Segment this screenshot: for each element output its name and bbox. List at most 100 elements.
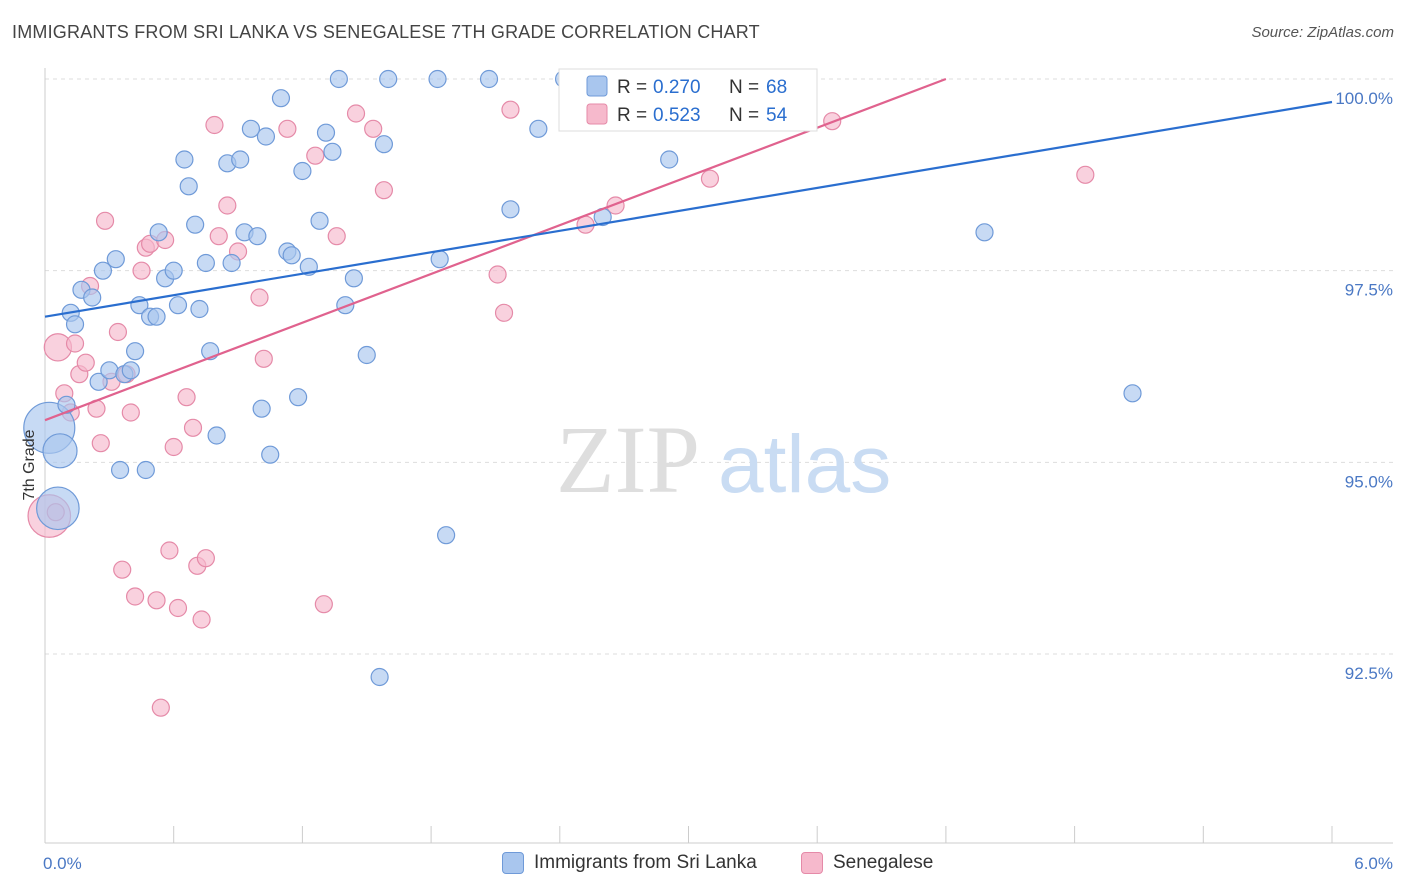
sri-lanka-point-64 <box>660 150 679 169</box>
sri-lanka-point-22 <box>164 261 183 280</box>
senegalese-point-24 <box>160 541 179 560</box>
sri-lanka-point-32 <box>222 253 241 273</box>
sri-lanka-point-19 <box>147 307 166 326</box>
sri-lanka-point-55 <box>370 667 389 687</box>
senegalese-point-18 <box>132 261 151 280</box>
sri-lanka-trendline <box>44 100 1333 318</box>
senegalese-point-26 <box>168 598 188 618</box>
sri-lanka-point-23 <box>168 296 188 315</box>
sri-lanka-point-28 <box>196 253 215 273</box>
senegalese-point-31 <box>196 549 215 568</box>
senegalese-point-45 <box>488 265 507 284</box>
bottom-legend-senegalese: Senegalese <box>801 852 933 874</box>
sri-lanka-point-17 <box>136 460 155 480</box>
senegalese-point-47 <box>501 100 520 119</box>
sri-lanka-point-42 <box>282 246 301 265</box>
sri-lanka-point-9 <box>93 261 113 280</box>
x-tick-label-0: 0.0% <box>43 854 82 873</box>
senegalese-point-17 <box>125 587 145 606</box>
sri-lanka-point-5 <box>65 315 85 334</box>
sri-lanka-point-57 <box>430 250 449 269</box>
senegalese-point-11 <box>95 211 115 230</box>
sri-lanka-point-53 <box>374 135 394 154</box>
sri-lanka-point-12 <box>110 460 130 480</box>
sri-lanka-point-2 <box>36 486 80 531</box>
sri-lanka-point-7 <box>83 288 102 307</box>
sri-lanka-point-1 <box>42 433 78 469</box>
sri-lanka-point-36 <box>248 227 267 246</box>
sri-lanka-points <box>23 69 1142 687</box>
senegalese-point-41 <box>327 227 346 246</box>
legend-r-value-1: 0.270 <box>653 77 701 98</box>
senegalese-point-32 <box>205 115 224 135</box>
senegalese-point-42 <box>346 104 366 123</box>
bottom-legend-swatch-pink <box>801 852 823 874</box>
sri-lanka-point-27 <box>190 299 209 319</box>
sri-lanka-point-25 <box>179 177 198 196</box>
source-label: Source: ZipAtlas.com <box>1251 24 1394 41</box>
sri-lanka-point-3 <box>57 395 76 414</box>
y-tick-label-3: 100.0% <box>1335 89 1393 108</box>
senegalese-point-40 <box>314 595 333 614</box>
senegalese-point-46 <box>494 303 514 322</box>
sri-lanka-point-59 <box>479 69 499 89</box>
sri-lanka-point-15 <box>125 342 145 361</box>
senegalese-trendline <box>44 77 947 422</box>
senegalese-point-14 <box>113 560 132 579</box>
legend-r-label-1: R = <box>617 77 647 98</box>
senegalese-point-25 <box>164 437 183 457</box>
bottom-legend-swatch-blue <box>502 852 524 874</box>
senegalese-point-34 <box>218 196 237 215</box>
y-axis-title: 7th Grade <box>21 429 38 500</box>
senegalese-point-51 <box>700 169 720 188</box>
legend-n-label-1: N = <box>729 77 759 98</box>
legend-swatch-blue <box>586 75 608 97</box>
legend-swatch-pink <box>586 103 608 125</box>
sri-lanka-point-50 <box>336 296 355 315</box>
sri-lanka-point-38 <box>256 127 276 146</box>
sri-lanka-point-66 <box>1123 384 1142 403</box>
sri-lanka-point-37 <box>252 399 271 418</box>
sri-lanka-point-54 <box>379 69 398 89</box>
sri-lanka-point-33 <box>231 150 250 169</box>
sri-lanka-point-65 <box>975 223 994 242</box>
senegalese-point-43 <box>364 119 383 138</box>
senegalese-point-49 <box>606 196 625 215</box>
legend-r-value-2: 0.523 <box>653 105 701 126</box>
bottom-legend-sri-lanka: Immigrants from Sri Lanka <box>502 852 757 874</box>
sri-lanka-point-14 <box>121 361 140 380</box>
senegalese-point-38 <box>278 119 297 138</box>
legend-n-value-2: 54 <box>766 105 788 126</box>
sri-lanka-point-58 <box>437 526 456 545</box>
legend-n-value-1: 68 <box>766 77 787 98</box>
sri-lanka-point-43 <box>289 388 308 407</box>
sri-lanka-point-46 <box>310 211 329 230</box>
x-tick-label-1: 6.0% <box>1354 854 1393 873</box>
sri-lanka-point-44 <box>293 161 312 181</box>
sri-lanka-point-47 <box>316 123 336 142</box>
y-tick-label-1: 95.0% <box>1345 472 1393 491</box>
chart-title: IMMIGRANTS FROM SRI LANKA VS SENEGALESE … <box>12 22 760 42</box>
watermark-zip: ZIP <box>556 406 700 513</box>
sri-lanka-point-60 <box>501 200 520 219</box>
bottom-legend-label-senegalese: Senegalese <box>833 852 934 873</box>
sri-lanka-point-52 <box>357 345 376 365</box>
watermark-atlas: atlas <box>718 419 891 510</box>
senegalese-point-53 <box>1076 165 1095 184</box>
sri-lanka-point-26 <box>186 215 205 234</box>
senegalese-point-27 <box>177 388 196 407</box>
senegalese-point-7 <box>76 353 95 372</box>
tick-labels: 92.5% 95.0% 97.5% 100.0% 0.0% 6.0% <box>43 89 1393 873</box>
bottom-legend-label-sri-lanka: Immigrants from Sri Lanka <box>534 852 757 873</box>
senegalese-point-36 <box>250 288 269 307</box>
sri-lanka-point-61 <box>529 119 548 138</box>
legend-r-label-2: R = <box>617 105 647 126</box>
senegalese-point-30 <box>192 610 211 629</box>
sri-lanka-point-10 <box>100 361 119 380</box>
trendlines <box>44 77 1333 422</box>
sri-lanka-point-48 <box>323 142 342 161</box>
stats-legend: R = 0.270 N = 68 R = 0.523 N = 54 <box>558 68 818 132</box>
sri-lanka-point-51 <box>344 269 363 288</box>
sri-lanka-point-11 <box>106 250 125 269</box>
senegalese-point-37 <box>254 349 273 368</box>
